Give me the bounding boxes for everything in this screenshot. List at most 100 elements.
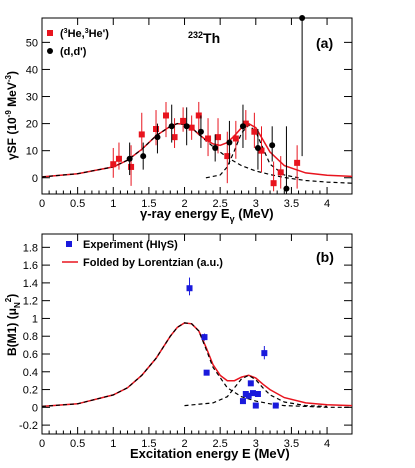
data-point-square: [153, 126, 160, 133]
x-tick-label: 2.5: [213, 198, 228, 210]
data-point-square: [254, 391, 261, 397]
data-point-square: [252, 402, 259, 409]
data-point-square: [205, 135, 212, 142]
y-tick-label: 0: [32, 402, 38, 414]
data-point-circle: [226, 139, 233, 146]
data-point-square: [203, 369, 210, 376]
x-tick-label: 0.5: [70, 438, 85, 450]
data-point-circle: [212, 144, 219, 151]
legend-label-folded: Folded by Lorentzian (a.u.): [83, 257, 223, 269]
legend-marker-experiment: [66, 241, 72, 247]
data-point-square: [115, 155, 122, 162]
y-tick-label: 0: [32, 173, 38, 185]
data-point-square: [232, 135, 239, 142]
y-tick-label: 40: [26, 64, 38, 76]
data-point-circle: [183, 123, 190, 130]
panel-b: 0 0.5 1 1.5 2 2.5 3 3.5 4-0.200.20.40.60.811.21.…: [4, 233, 353, 461]
data-point-square: [195, 112, 202, 119]
legend-marker-dd: [47, 48, 53, 54]
x-tick-label: 1: [110, 438, 116, 450]
data-point-square: [247, 380, 254, 387]
data-point-square: [245, 392, 252, 399]
data-point-square: [186, 285, 193, 292]
legend-label-dd: (d,d'): [60, 46, 87, 58]
legend-marker-3he: [47, 30, 53, 36]
y-tick-label: 1.6: [23, 260, 38, 272]
panel-a-frame: [41, 17, 353, 195]
y-tick-label: 0.6: [23, 349, 38, 361]
x-tick-label: 2: [181, 198, 187, 210]
y-tick-label: 30: [26, 92, 38, 104]
data-point-circle: [283, 185, 290, 192]
data-point-square: [294, 159, 301, 166]
x-tick-label: 1.5: [141, 198, 156, 210]
data-point-circle: [126, 155, 133, 162]
data-point-square: [277, 169, 284, 176]
data-point-circle: [140, 153, 147, 160]
data-point-square: [215, 134, 222, 141]
data-point-circle: [299, 15, 306, 21]
data-point-circle: [154, 134, 161, 141]
y-tick-label: 0.4: [23, 367, 38, 379]
data-point-square: [270, 180, 277, 187]
panel-b-legend: Experiment (HIγS) Folded by Lorentzian (…: [62, 239, 223, 269]
data-point-square: [224, 153, 231, 160]
x-tick-label: 2: [181, 438, 187, 450]
y-tick-label: 1.8: [23, 242, 38, 254]
series-curve-2: [42, 122, 352, 178]
x-tick-label: 3.5: [284, 198, 299, 210]
data-point-square: [110, 161, 117, 168]
y-tick-label: 10: [26, 146, 38, 158]
data-point-square: [251, 128, 258, 135]
x-tick-label: 3: [253, 438, 259, 450]
data-point-square: [201, 334, 208, 341]
x-tick-label: 0: [39, 438, 45, 450]
x-tick-label: 2.5: [213, 438, 228, 450]
data-point-square: [272, 402, 279, 409]
data-point-square: [239, 398, 246, 405]
data-point-square: [138, 131, 145, 138]
data-point-square: [242, 120, 249, 127]
panel-a-label: (a): [316, 35, 333, 51]
data-point-circle: [239, 123, 246, 130]
data-point-square: [188, 124, 195, 131]
panel-a-ylabel: γSF (10-9 MeV-3): [4, 71, 19, 160]
y-tick-label: 20: [26, 119, 38, 131]
x-tick-label: 4: [324, 438, 330, 450]
y-tick-label: -0.2: [19, 420, 38, 432]
data-point-circle: [269, 142, 276, 149]
series-curve-1: [42, 322, 352, 408]
series-curve-3: [184, 374, 328, 407]
panel-b-label: (b): [316, 249, 334, 265]
x-tick-label: 4: [324, 198, 330, 210]
y-tick-label: 0.8: [23, 331, 38, 343]
y-tick-label: 1.4: [23, 278, 38, 290]
panel-a-legend: (3He,3He') (d,d'): [47, 28, 109, 58]
nucleus-label: 232Th: [188, 30, 220, 46]
x-tick-label: 1.5: [141, 438, 156, 450]
x-tick-label: 3: [253, 198, 259, 210]
x-tick-label: 1: [110, 198, 116, 210]
x-tick-label: 0.5: [70, 198, 85, 210]
y-tick-label: 50: [26, 37, 38, 49]
legend-label-3he: (3He,3He'): [60, 28, 109, 40]
x-tick-label: 0: [39, 198, 45, 210]
panel-b-frame: [41, 233, 353, 435]
legend-label-experiment: Experiment (HIγS): [83, 239, 178, 251]
y-tick-label: 1: [32, 313, 38, 325]
panel-b-xlabel: Excitation energy E (MeV): [130, 446, 290, 461]
data-point-square: [163, 112, 169, 119]
data-point-circle: [254, 144, 261, 151]
data-point-square: [261, 350, 268, 357]
data-point-square: [258, 147, 265, 154]
panel-b-ylabel: B(M1) (μN2): [4, 294, 22, 356]
data-point-square: [249, 390, 256, 397]
data-point-square: [171, 134, 178, 141]
y-tick-label: 0.2: [23, 385, 38, 397]
series-curve-2: [42, 322, 352, 408]
data-point-circle: [168, 123, 175, 130]
panel-a-xlabel: γ-ray energy Eγ (MeV): [140, 206, 274, 224]
data-point-square: [180, 117, 187, 124]
